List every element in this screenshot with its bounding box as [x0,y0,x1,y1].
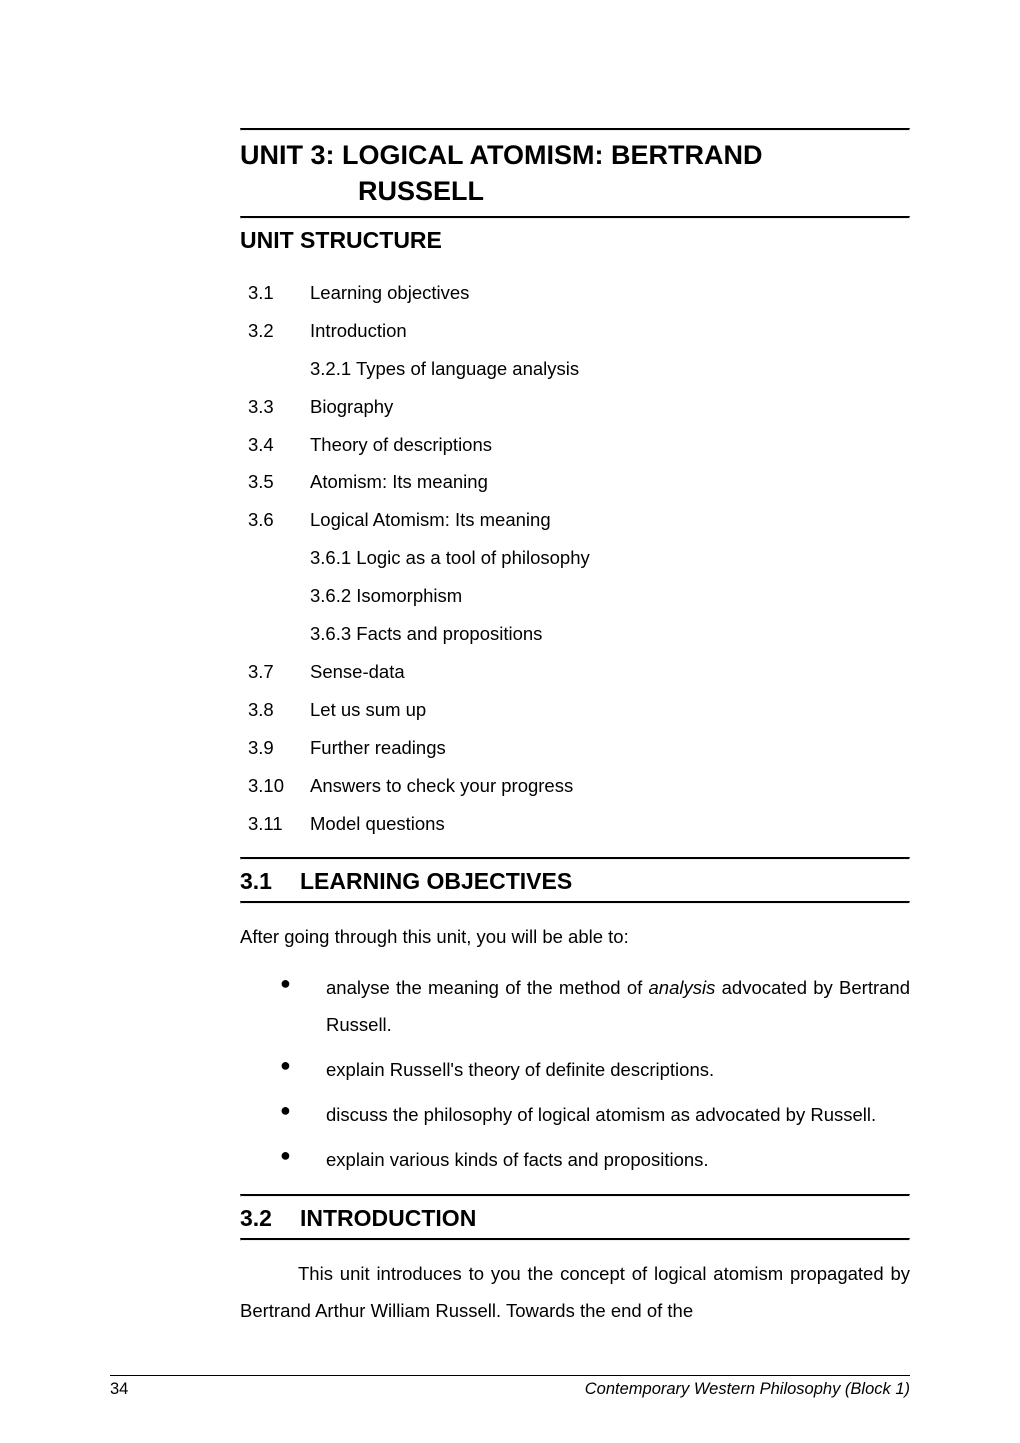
introduction-paragraph: This unit introduces to you the concept … [240,1241,910,1329]
structure-label: Further readings [310,729,446,767]
structure-item: 3.4Theory of descriptions [248,426,910,464]
structure-label: Let us sum up [310,691,426,729]
section-title: INTRODUCTION [300,1205,476,1232]
bullet-icon: ● [280,969,326,1043]
text-pre: explain Russell's theory of definite des… [326,1059,714,1080]
structure-subitem: 3.6.2 Isomorphism [248,577,910,615]
structure-num: 3.1 [248,274,310,312]
structure-num: 3.5 [248,463,310,501]
structure-item: 3.5Atomism: Its meaning [248,463,910,501]
text-em: analysis [649,977,716,998]
structure-list: 3.1Learning objectives 3.2Introduction 3… [240,260,910,857]
section-32-heading: 3.2 INTRODUCTION [240,1197,910,1238]
structure-item: 3.1Learning objectives [248,274,910,312]
structure-label: 3.6.1 Logic as a tool of philosophy [310,539,590,577]
objectives-intro: After going through this unit, you will … [240,904,910,961]
unit-title: UNIT 3: LOGICAL ATOMISM: BERTRAND RUSSEL… [240,131,910,216]
structure-num: 3.6 [248,501,310,539]
structure-label: Logical Atomism: Its meaning [310,501,551,539]
structure-label: Atomism: Its meaning [310,463,488,501]
structure-num: 3.2 [248,312,310,350]
section-title: LEARNING OBJECTIVES [300,868,572,895]
page-number: 34 [110,1380,128,1399]
structure-heading: UNIT STRUCTURE [240,219,910,260]
bullet-icon: ● [280,1141,326,1178]
structure-item: 3.6Logical Atomism: Its meaning [248,501,910,539]
structure-subitem: 3.6.3 Facts and propositions [248,615,910,653]
structure-item: 3.9Further readings [248,729,910,767]
section-num: 3.1 [240,868,272,895]
structure-label: Model questions [310,805,445,843]
structure-item: 3.3Biography [248,388,910,426]
page: UNIT 3: LOGICAL ATOMISM: BERTRAND RUSSEL… [0,0,1020,1443]
structure-label: 3.6.3 Facts and propositions [310,615,542,653]
page-footer: 34 Contemporary Western Philosophy (Bloc… [110,1375,910,1399]
text-pre: analyse the meaning of the method of [326,977,649,998]
objectives-list: ● analyse the meaning of the method of a… [240,961,910,1194]
structure-item: 3.10Answers to check your progress [248,767,910,805]
unit-title-line1: UNIT 3: LOGICAL ATOMISM: BERTRAND [240,137,910,173]
objective-text: explain various kinds of facts and propo… [326,1141,910,1178]
structure-item: 3.8Let us sum up [248,691,910,729]
structure-num: 3.4 [248,426,310,464]
objective-item: ● discuss the philosophy of logical atom… [280,1092,910,1137]
structure-num: 3.3 [248,388,310,426]
structure-subitem: 3.6.1 Logic as a tool of philosophy [248,539,910,577]
text-pre: explain various kinds of facts and propo… [326,1149,709,1170]
objective-text: analyse the meaning of the method of ana… [326,969,910,1043]
structure-item: 3.2Introduction [248,312,910,350]
objective-item: ● explain various kinds of facts and pro… [280,1137,910,1182]
structure-label: Biography [310,388,393,426]
structure-num: 3.7 [248,653,310,691]
structure-label: Introduction [310,312,407,350]
structure-num: 3.8 [248,691,310,729]
bullet-icon: ● [280,1096,326,1133]
structure-num: 3.10 [248,767,310,805]
structure-label: 3.6.2 Isomorphism [310,577,462,615]
structure-label: Theory of descriptions [310,426,492,464]
structure-subitem: 3.2.1 Types of language analysis [248,350,910,388]
objective-text: discuss the philosophy of logical atomis… [326,1096,910,1133]
text-pre: discuss the philosophy of logical atomis… [326,1104,876,1125]
structure-label: Learning objectives [310,274,469,312]
structure-item: 3.11Model questions [248,805,910,843]
section-31-heading: 3.1 LEARNING OBJECTIVES [240,860,910,901]
structure-label: Sense-data [310,653,405,691]
objective-text: explain Russell's theory of definite des… [326,1051,910,1088]
objective-item: ● explain Russell's theory of definite d… [280,1047,910,1092]
bullet-icon: ● [280,1051,326,1088]
section-num: 3.2 [240,1205,272,1232]
structure-label: 3.2.1 Types of language analysis [310,350,579,388]
book-title: Contemporary Western Philosophy (Block 1… [585,1380,910,1399]
structure-item: 3.7Sense-data [248,653,910,691]
unit-title-line2: RUSSELL [240,173,910,209]
objective-item: ● analyse the meaning of the method of a… [280,965,910,1047]
structure-label: Answers to check your progress [310,767,573,805]
structure-num: 3.11 [248,805,310,843]
structure-num: 3.9 [248,729,310,767]
